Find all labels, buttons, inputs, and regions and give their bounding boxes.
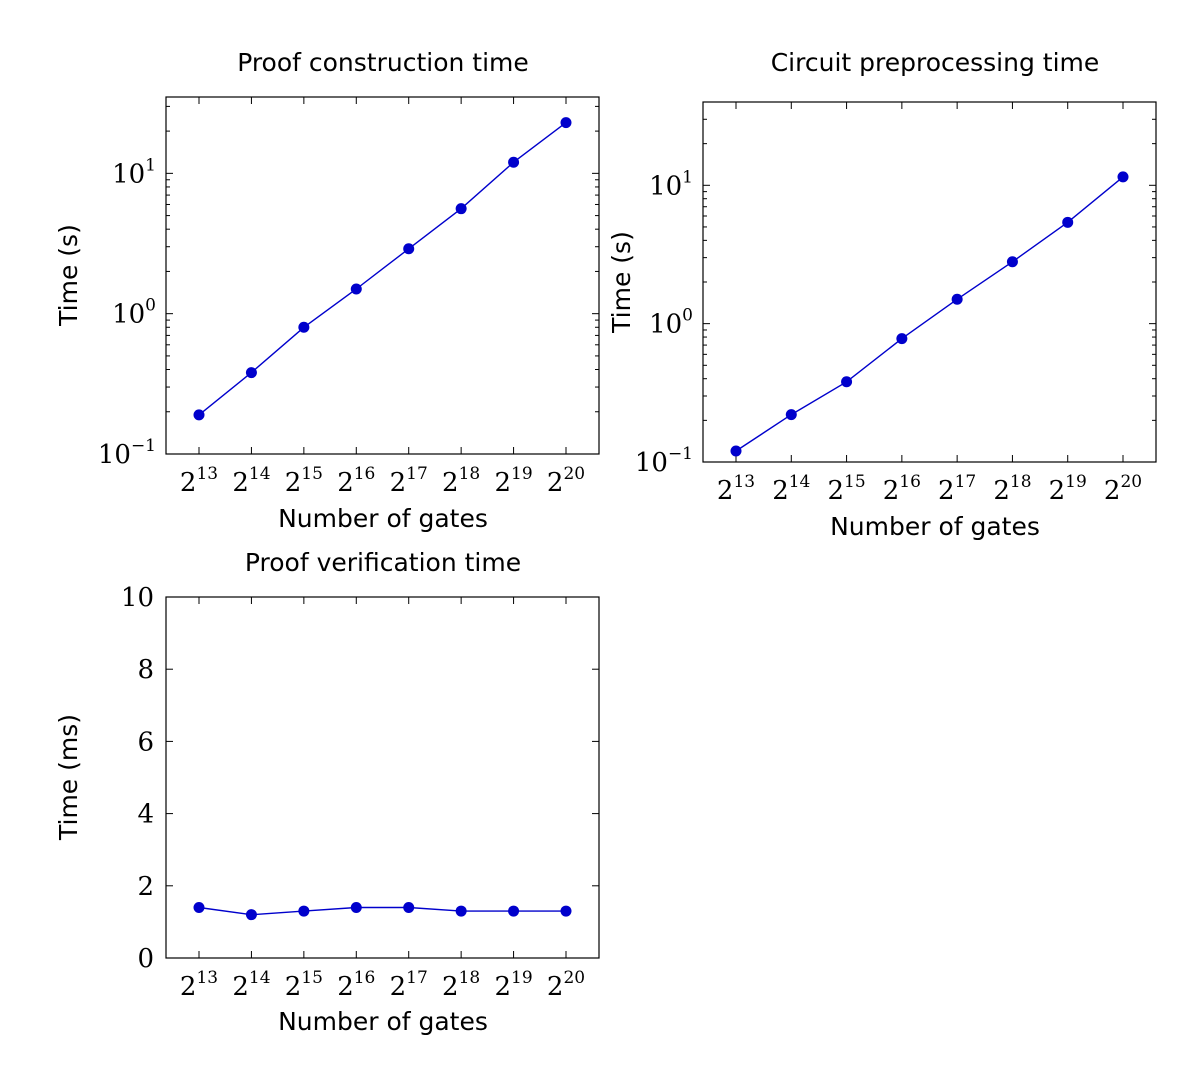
y-tick-label: 4 [137, 800, 154, 830]
x-tick-label: 213 [180, 968, 218, 1002]
data-point [1006, 256, 1018, 268]
x-tick-label: 216 [337, 968, 375, 1002]
x-tick-labels: 213 214 215 216 217 218 219 220 [180, 464, 585, 498]
data-point [298, 905, 310, 917]
y-tick-label: 10 [121, 583, 154, 613]
chart-title: Proof construction time [237, 48, 529, 77]
tick-layer [166, 97, 599, 455]
tick-layer [166, 596, 599, 959]
plot-frame [165, 96, 600, 455]
data-point [730, 445, 742, 457]
chart-proof-construction: Proof construction time 213 214 215 216 217 2… [54, 48, 600, 533]
x-axis-label: Number of gates [278, 1007, 488, 1036]
data-point [560, 117, 572, 129]
x-tick-label: 213 [717, 472, 755, 506]
y-tick-label: 100 [649, 306, 693, 340]
chart-title: Proof verification time [245, 548, 521, 577]
x-tick-label: 219 [494, 464, 532, 498]
x-tick-labels: 213 214 215 216 217 218 219 220 [180, 968, 585, 1002]
data-point [508, 156, 520, 168]
data-point [245, 367, 257, 379]
y-tick-label: 0 [137, 944, 154, 974]
x-tick-label: 214 [232, 968, 270, 1002]
data-point [403, 901, 415, 913]
y-tick-label: 101 [112, 155, 156, 189]
x-tick-labels: 213 214 215 216 217 218 219 220 [717, 472, 1142, 506]
y-axis-label: Time (s) [607, 231, 636, 334]
y-tick-label: 10−1 [98, 436, 156, 470]
y-axis-label: Time (ms) [54, 714, 83, 841]
chart-title: Circuit preprocessing time [771, 48, 1100, 77]
chart-circuit-preprocessing: Circuit preprocessing time 213 214 215 216 2… [607, 48, 1157, 541]
y-tick-labels: 10−1 100 101 [98, 155, 156, 470]
data-point [193, 901, 205, 913]
data-point [1117, 171, 1129, 183]
x-tick-label: 218 [442, 464, 480, 498]
y-tick-labels: 0 2 4 6 8 10 [121, 583, 154, 974]
data-point [951, 293, 963, 305]
y-tick-label: 100 [112, 296, 156, 330]
x-tick-label: 216 [337, 464, 375, 498]
data-point [245, 909, 257, 921]
x-tick-label: 215 [285, 968, 323, 1002]
series-line [735, 176, 1124, 452]
x-tick-label: 217 [390, 968, 428, 1002]
data-point [1062, 216, 1074, 228]
y-tick-label: 8 [137, 655, 154, 685]
y-axis-label: Time (s) [54, 224, 83, 327]
data-point [896, 333, 908, 345]
data-point [403, 243, 415, 255]
x-tick-label: 218 [442, 968, 480, 1002]
x-tick-label: 216 [883, 472, 921, 506]
x-tick-label: 217 [938, 472, 976, 506]
x-tick-label: 218 [993, 472, 1031, 506]
y-tick-labels: 10−1 100 101 [635, 167, 693, 478]
x-tick-label: 220 [547, 968, 585, 1002]
data-point [350, 283, 362, 295]
x-tick-label: 215 [827, 472, 865, 506]
plot-frame [165, 596, 600, 959]
x-tick-label: 220 [1104, 472, 1142, 506]
chart-proof-verification: Proof verification time 213 214 215 216 217 2… [54, 548, 600, 1036]
series-line [198, 122, 567, 416]
series-layer [193, 117, 572, 421]
series-layer [193, 901, 572, 921]
y-tick-label: 10−1 [635, 444, 693, 478]
data-point [350, 901, 362, 913]
x-tick-label: 219 [1049, 472, 1087, 506]
data-point [455, 203, 467, 215]
x-tick-label: 217 [390, 464, 428, 498]
data-point [508, 905, 520, 917]
y-tick-label: 6 [137, 727, 154, 757]
x-tick-label: 214 [772, 472, 810, 506]
x-tick-label: 213 [180, 464, 218, 498]
data-point [560, 905, 572, 917]
x-tick-label: 220 [547, 464, 585, 498]
y-tick-label: 101 [649, 167, 693, 201]
x-tick-label: 219 [494, 968, 532, 1002]
plot-frame [702, 101, 1157, 463]
x-axis-label: Number of gates [830, 512, 1040, 541]
x-tick-label: 215 [285, 464, 323, 498]
data-point [455, 905, 467, 917]
data-point [193, 409, 205, 421]
tick-layer [703, 101, 1156, 463]
x-axis-label: Number of gates [278, 504, 488, 533]
series-layer [730, 171, 1129, 457]
series-line [198, 906, 566, 916]
data-point [841, 376, 853, 388]
data-point [785, 409, 797, 421]
y-tick-label: 2 [137, 872, 154, 902]
data-point [298, 321, 310, 333]
x-tick-label: 214 [232, 464, 270, 498]
